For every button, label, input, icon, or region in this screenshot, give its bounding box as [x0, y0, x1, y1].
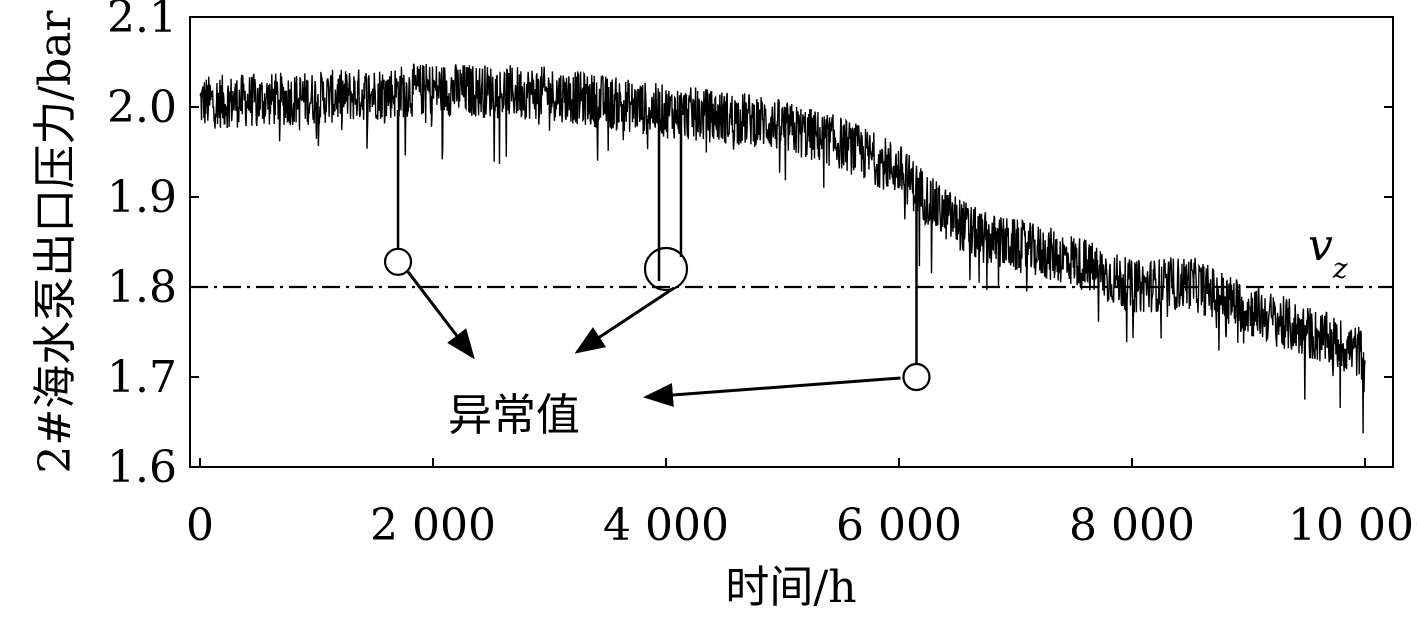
data-layer: [199, 63, 1366, 434]
anomaly-marker: [643, 246, 689, 292]
annotation-arrow: [574, 286, 675, 354]
x-tick-label: 4 000: [603, 500, 729, 551]
x-tick-label: 8 000: [1069, 500, 1195, 551]
anomaly-marker: [383, 247, 413, 276]
x-tick-label: 6 000: [836, 500, 962, 551]
annotation-layer: vz 异常值: [190, 110, 1393, 441]
annotation-arrow: [406, 270, 475, 360]
x-tick-label: 10 000: [1288, 500, 1417, 551]
annotation-arrow: [643, 376, 901, 407]
series-line: [199, 63, 1366, 434]
x-tick-label: 2 000: [370, 500, 496, 551]
y-axis-title: 2#海水泵出口压力/bar: [30, 9, 81, 473]
x-axis-title: 时间/h: [725, 562, 856, 613]
plot-frame: [189, 16, 1394, 468]
anomaly-marker: [902, 362, 931, 392]
y-tick-label: 1.7: [107, 352, 177, 403]
y-tick-label: 1.8: [107, 262, 177, 313]
y-tick-label: 1.9: [107, 172, 177, 223]
y-tick-label: 2.0: [107, 82, 177, 133]
anomaly-annotation-label: 异常值: [448, 390, 580, 441]
y-tick-label: 2.1: [107, 0, 177, 43]
x-tick-label: 0: [186, 500, 214, 551]
threshold-label: vz: [1308, 220, 1348, 285]
y-tick-label: 1.6: [107, 442, 177, 493]
ticks-layer: 0 2 000 4 000 6 000 8 000 10 000 1.6 1.7 1.8 1.9 2…: [107, 0, 1417, 551]
